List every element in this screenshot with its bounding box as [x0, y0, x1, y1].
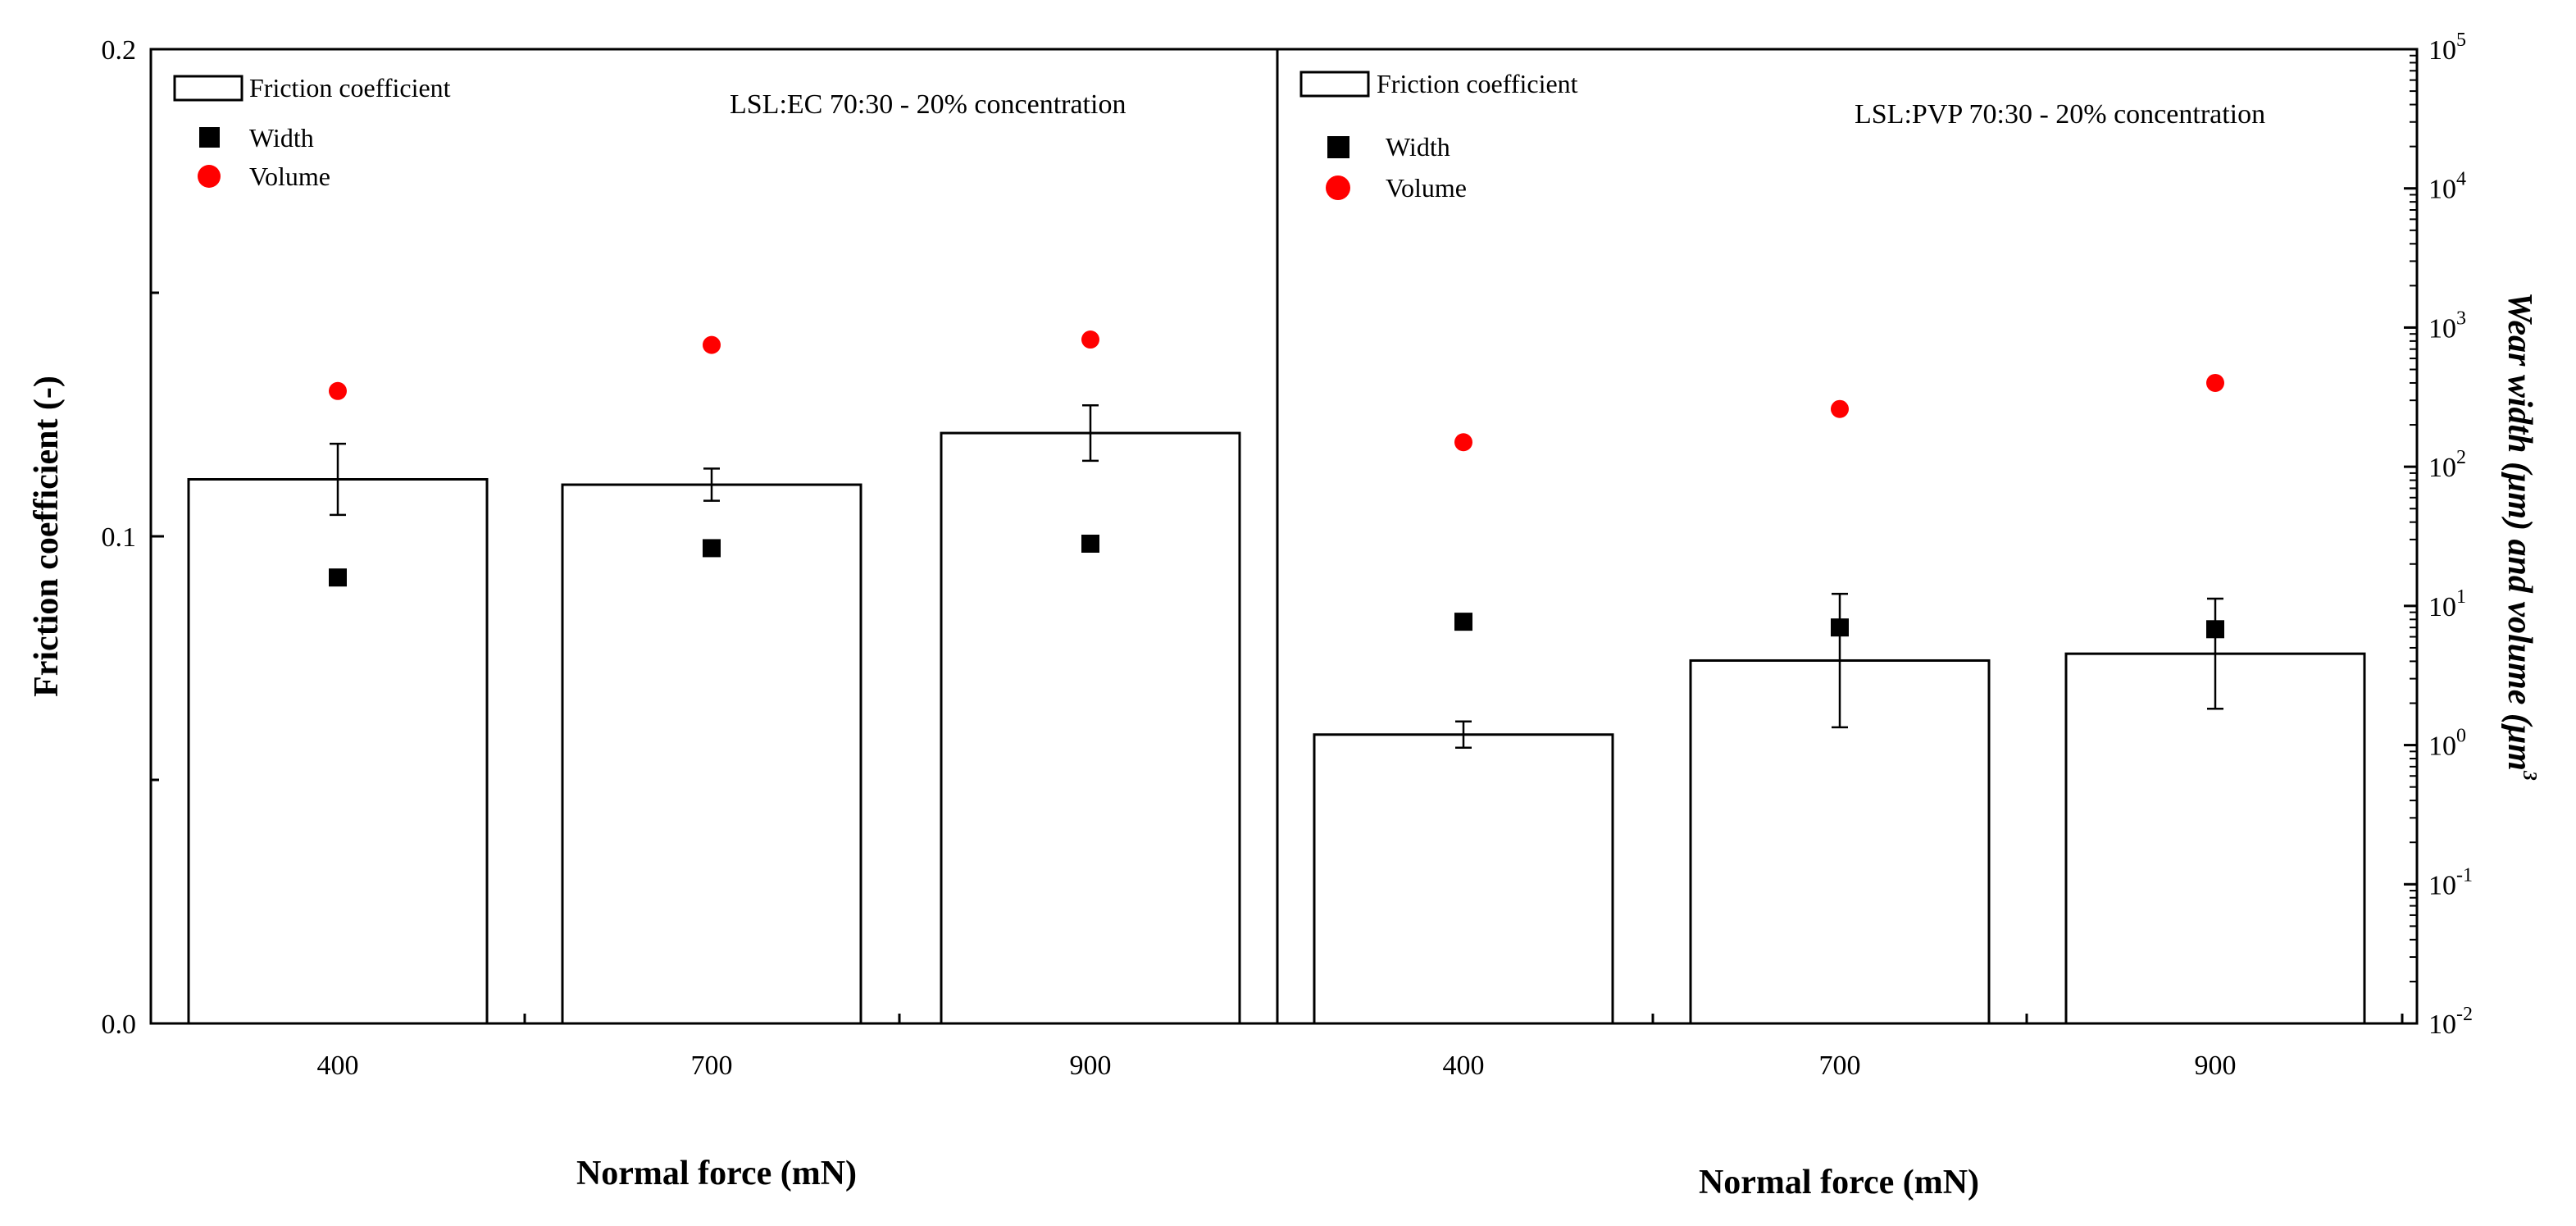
legend-left-width-label: Width [249, 123, 314, 153]
legend-left-bar-swatch [173, 75, 243, 102]
volume-marker [703, 335, 721, 354]
error-bars-layer [330, 403, 2223, 750]
x-axis-title-left: Normal force (mN) [576, 1155, 857, 1192]
width-marker [2206, 620, 2224, 639]
friction-bar [187, 478, 489, 1025]
x-tick-label: 900 [1070, 1051, 1112, 1081]
right-y-title-unit1: μm [2501, 472, 2538, 519]
x-axis-ticks: 400 700 900 400 700 900 [317, 1014, 2404, 1081]
right-y-title-superscript: 3 [2519, 770, 2540, 781]
right-y-tick-label: 10-1 [2428, 864, 2473, 900]
left-y-axis-ticks: 0.0 0.1 0.2 [102, 35, 164, 1040]
legend-right-bar-swatch [1299, 71, 1370, 98]
friction-bar [2064, 652, 2366, 1025]
right-y-tick-label: 102 [2428, 447, 2466, 483]
bars-layer [187, 431, 2366, 1025]
width-marker [329, 568, 347, 587]
left-y-tick-label: 0.2 [102, 35, 137, 66]
x-tick-label: 400 [317, 1051, 359, 1081]
left-y-tick-label: 0.1 [102, 522, 137, 553]
legend-left-volume-swatch [198, 165, 221, 188]
x-axis-title-right: Normal force (mN) [1699, 1164, 1979, 1201]
legend-left-bar-label: Friction coefficient [249, 73, 451, 103]
width-marker [1831, 618, 1849, 637]
friction-bar [940, 431, 1241, 1025]
right-y-axis-ticks: 10-2 10-1 100 101 102 103 104 105 [2404, 30, 2473, 1040]
width-marker [703, 539, 721, 558]
right-y-axis-title: Wear width (μm) and volume (μm3 [2501, 292, 2540, 781]
legend-left: Friction coefficient Width Volume [173, 73, 451, 191]
legend-right-volume-swatch [1326, 175, 1350, 200]
markers-layer [329, 330, 2224, 639]
left-y-tick-label: 0.0 [102, 1010, 137, 1040]
legend-right: Friction coefficient Width Volume [1299, 69, 1578, 203]
volume-marker [1081, 330, 1099, 349]
legend-right-width-swatch [1327, 136, 1349, 158]
right-y-title-part3: ) and volume ( [2501, 516, 2538, 727]
x-tick-label: 400 [1443, 1051, 1485, 1081]
x-tick-label: 700 [691, 1051, 733, 1081]
friction-bar [561, 483, 862, 1025]
legend-left-volume-label: Volume [249, 162, 330, 191]
legend-right-width-label: Width [1386, 132, 1450, 162]
right-y-tick-label: 10-2 [2428, 1004, 2473, 1040]
right-y-tick-label: 104 [2428, 169, 2466, 205]
volume-marker [1454, 433, 1472, 452]
right-y-tick-label: 100 [2428, 726, 2466, 762]
right-y-tick-label: 101 [2428, 586, 2466, 622]
volume-marker [329, 381, 347, 400]
volume-marker [1831, 399, 1849, 418]
width-marker [1081, 534, 1099, 553]
right-panel-annotation: LSL:PVP 70:30 - 20% concentration [1855, 99, 2265, 130]
right-y-tick-label: 103 [2428, 308, 2466, 344]
right-y-title-part1: Wear width ( [2501, 292, 2538, 476]
width-marker [1454, 613, 1472, 631]
right-y-tick-label: 105 [2428, 30, 2466, 66]
x-tick-label: 900 [2195, 1051, 2237, 1081]
left-y-axis-title: Friction coefficient (-) [28, 376, 66, 697]
right-y-title-unit2: μm [2501, 723, 2538, 771]
friction-bar [1313, 733, 1614, 1025]
left-panel-annotation: LSL:EC 70:30 - 20% concentration [730, 89, 1126, 120]
legend-right-volume-label: Volume [1386, 173, 1467, 203]
legend-right-bar-label: Friction coefficient [1377, 69, 1578, 98]
volume-marker [2206, 373, 2224, 392]
x-tick-label: 700 [1819, 1051, 1861, 1081]
legend-left-width-swatch [199, 127, 220, 148]
